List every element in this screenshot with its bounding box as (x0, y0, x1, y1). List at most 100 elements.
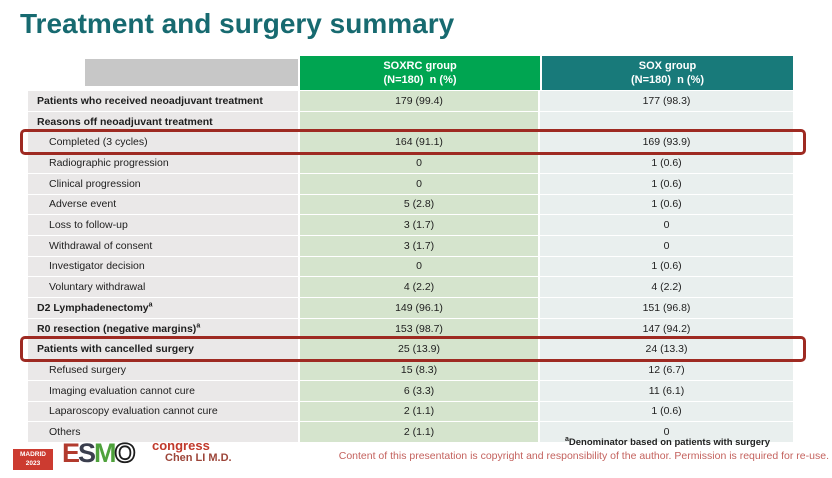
esmo-letter-m: M (94, 438, 116, 468)
summary-table-body: Patients who received neoadjuvant treatm… (28, 91, 793, 443)
sox-value-cell: 1 (0.6) (540, 256, 793, 278)
row-label-text: Voluntary withdrawal (49, 281, 146, 294)
footnote: aDenominator based on patients with surg… (565, 436, 770, 448)
sox-value-cell: 0 (540, 215, 793, 236)
row-label: R0 resection (negative margins)a (28, 318, 300, 340)
congress-label: congress (152, 438, 210, 453)
sox-value-cell: 11 (6.1) (540, 380, 793, 402)
soxrc-value-cell: 4 (2.2) (300, 277, 540, 299)
column-header-soxrc-name: SOXRC group (383, 59, 457, 72)
esmo-letter-o: O (114, 438, 137, 468)
row-label-text: Adverse event (49, 198, 117, 211)
footnote-marker: a (564, 436, 569, 443)
column-header-sox: SOX group (N=180) n (%) (542, 56, 793, 90)
column-header-soxrc: SOXRC group (N=180) n (%) (300, 56, 540, 90)
soxrc-value-cell: 0 (300, 256, 540, 278)
row-label: Investigator decision (28, 256, 300, 278)
table-row: Laparoscopy evaluation cannot cure 2 (1.… (28, 401, 793, 423)
row-label-text: Refused surgery (49, 363, 127, 376)
table-row: Radiographic progression 0 1 (0.6) (28, 153, 793, 174)
presenter-name: Chen LI M.D. (165, 452, 232, 464)
column-header-sox-n: (N=180) n (%) (630, 74, 705, 86)
row-label-text: Radiographic progression (49, 156, 169, 169)
header-spacer-bar (85, 59, 298, 86)
row-label: Patients with cancelled surgery (28, 339, 300, 361)
soxrc-value-cell: 25 (13.9) (300, 339, 540, 361)
soxrc-value-cell (300, 111, 540, 133)
row-label: Adverse event (28, 194, 300, 216)
soxrc-value-cell: 2 (1.1) (300, 422, 540, 443)
column-header-sox-name: SOX group (638, 59, 697, 72)
row-label-text: R0 resection (negative margins)a (37, 322, 201, 335)
soxrc-value-cell: 153 (98.7) (300, 318, 540, 340)
row-label: Refused surgery (28, 360, 300, 381)
row-label-text: Patients with cancelled surgery (37, 343, 194, 356)
table-row: Patients who received neoadjuvant treatm… (28, 91, 793, 112)
row-label: Withdrawal of consent (28, 235, 300, 257)
table-row: Completed (3 cycles) 164 (91.1) 169 (93.… (28, 132, 793, 154)
row-label: Others (28, 422, 300, 443)
sox-value-cell: 12 (6.7) (540, 360, 793, 381)
sox-value-cell: 177 (98.3) (540, 91, 793, 112)
sox-value-cell (540, 111, 793, 133)
row-label: Clinical progression (28, 173, 300, 195)
soxrc-value-cell: 149 (96.1) (300, 298, 540, 319)
soxrc-value-cell: 3 (1.7) (300, 215, 540, 236)
table-row: Loss to follow-up 3 (1.7) 0 (28, 215, 793, 236)
esmo-letter-e: E (62, 438, 80, 468)
soxrc-value-cell: 3 (1.7) (300, 235, 540, 257)
soxrc-value-cell: 0 (300, 153, 540, 174)
row-label-text: Patients who received neoadjuvant treatm… (37, 94, 263, 107)
label-superscript: a (196, 322, 201, 330)
sox-value-cell: 151 (96.8) (540, 298, 793, 319)
row-label: Imaging evaluation cannot cure (28, 380, 300, 402)
sox-value-cell: 1 (0.6) (540, 153, 793, 174)
soxrc-value-cell: 6 (3.3) (300, 380, 540, 402)
madrid-2023-badge: MADRID 2023 (13, 449, 53, 470)
row-label: Reasons off neoadjuvant treatment (28, 111, 300, 133)
table-row: Others 2 (1.1) 0 (28, 422, 793, 443)
sox-value-cell: 147 (94.2) (540, 318, 793, 340)
table-row: Adverse event 5 (2.8) 1 (0.6) (28, 194, 793, 216)
row-label-text: Investigator decision (49, 260, 145, 273)
table-row: Withdrawal of consent 3 (1.7) 0 (28, 235, 793, 257)
row-label: Laparoscopy evaluation cannot cure (28, 401, 300, 423)
table-row: Refused surgery 15 (8.3) 12 (6.7) (28, 360, 793, 381)
table-row: Imaging evaluation cannot cure 6 (3.3) 1… (28, 380, 793, 402)
soxrc-value-cell: 2 (1.1) (300, 401, 540, 423)
label-superscript: a (148, 301, 153, 309)
page-title: Treatment and surgery summary (20, 8, 455, 39)
row-label-text: Clinical progression (49, 177, 141, 190)
sox-value-cell: 0 (540, 422, 793, 443)
row-label-text: Imaging evaluation cannot cure (49, 384, 195, 397)
column-header-soxrc-n: (N=180) n (%) (383, 74, 457, 86)
table-row: Reasons off neoadjuvant treatment (28, 111, 793, 133)
row-label-text: Laparoscopy evaluation cannot cure (49, 405, 218, 418)
row-label-text: D2 Lymphadenectomya (37, 301, 153, 314)
copyright-notice: Content of this presentation is copyrigh… (338, 450, 829, 462)
table-row: Clinical progression 0 1 (0.6) (28, 173, 793, 195)
badge-city: MADRID (20, 451, 46, 459)
row-label: Voluntary withdrawal (28, 277, 300, 299)
row-label-text: Others (49, 426, 81, 439)
table-row: D2 Lymphadenectomya 149 (96.1) 151 (96.8… (28, 298, 793, 319)
row-label: Completed (3 cycles) (28, 132, 300, 154)
sox-value-cell: 1 (0.6) (540, 194, 793, 216)
footnote-text: Denominator based on patients with surge… (568, 437, 770, 449)
esmo-logo: ESMO (62, 438, 137, 468)
table-row: Patients with cancelled surgery 25 (13.9… (28, 339, 793, 361)
row-label-text: Loss to follow-up (49, 219, 128, 232)
sox-value-cell: 1 (0.6) (540, 401, 793, 423)
table-row: R0 resection (negative margins)a 153 (98… (28, 318, 793, 340)
soxrc-value-cell: 15 (8.3) (300, 360, 540, 381)
sox-value-cell: 24 (13.3) (540, 339, 793, 361)
row-label-text: Completed (3 cycles) (49, 136, 148, 149)
esmo-letter-s: S (78, 438, 96, 468)
row-label-text: Withdrawal of consent (49, 239, 153, 252)
sox-value-cell: 1 (0.6) (540, 173, 793, 195)
soxrc-value-cell: 179 (99.4) (300, 91, 540, 112)
soxrc-value-cell: 5 (2.8) (300, 194, 540, 216)
row-label: D2 Lymphadenectomya (28, 298, 300, 319)
row-label: Radiographic progression (28, 153, 300, 174)
badge-year: 2023 (25, 459, 41, 467)
